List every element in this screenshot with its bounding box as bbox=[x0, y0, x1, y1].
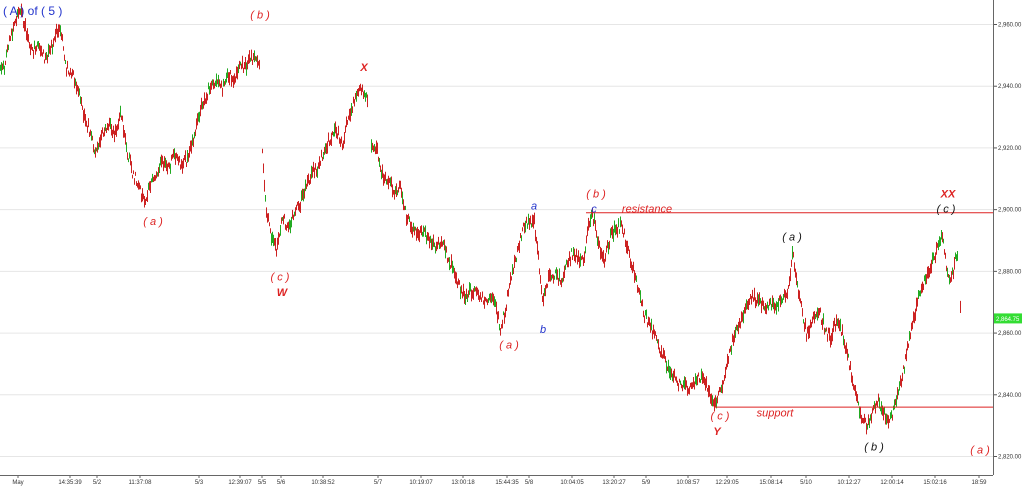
y-tick-label: 2,940.00 bbox=[998, 84, 1022, 90]
x-tick-label: 14:35:39 bbox=[58, 480, 82, 486]
x-tick-label: 10:12:27 bbox=[837, 480, 861, 486]
wave-label: ( b ) bbox=[250, 9, 270, 21]
x-tick-label: 10:19:07 bbox=[409, 480, 433, 486]
x-tick-label: 5/6 bbox=[277, 480, 286, 486]
x-tick-label: 5/3 bbox=[195, 480, 204, 486]
x-tick-label: 5/9 bbox=[642, 480, 651, 486]
chart-title: ( A ) of ( 5 ) bbox=[3, 4, 62, 18]
x-tick-label: 13:00:18 bbox=[451, 480, 475, 486]
y-tick-label: 2,820.00 bbox=[998, 455, 1022, 461]
y-tick-label: 2,840.00 bbox=[998, 393, 1022, 399]
wave-labels: ( b ) ( a ) X ( c ) Wa b ( a ) ( b ) c resistance… bbox=[143, 9, 990, 456]
wave-label: support bbox=[757, 407, 795, 419]
x-tick-label: May bbox=[12, 480, 23, 486]
wave-label: X bbox=[359, 62, 368, 74]
wave-label: b bbox=[540, 324, 546, 336]
grid bbox=[0, 24, 993, 457]
price-series bbox=[0, 3, 961, 435]
x-tick-label: 10:08:57 bbox=[676, 480, 700, 486]
wave-label: a bbox=[531, 201, 537, 213]
y-tick-label: 2,920.00 bbox=[998, 146, 1022, 152]
wave-label: resistance bbox=[622, 204, 672, 216]
wave-label: ( b ) bbox=[864, 441, 884, 453]
x-tick-label: 15:08:14 bbox=[759, 480, 783, 486]
x-tick-label: 15:02:16 bbox=[923, 480, 947, 486]
x-tick-label: 10:04:05 bbox=[560, 480, 584, 486]
x-tick-label: 12:29:05 bbox=[715, 480, 739, 486]
wave-label: ( a ) bbox=[143, 216, 163, 228]
x-tick-label: 13:20:27 bbox=[602, 480, 626, 486]
wave-label: c bbox=[591, 204, 597, 216]
y-tick-label: 2,860.00 bbox=[998, 331, 1022, 337]
x-tick-label: 5/10 bbox=[800, 480, 812, 486]
x-tick-label: 5/7 bbox=[374, 480, 383, 486]
y-tick-label: 2,900.00 bbox=[998, 208, 1022, 214]
x-tick-label: 5/8 bbox=[525, 480, 534, 486]
wave-label: ( a ) bbox=[970, 444, 990, 456]
last-price-label: 2,864.75 bbox=[996, 317, 1020, 323]
x-tick-label: 12:00:14 bbox=[880, 480, 904, 486]
wave-label: ( c ) bbox=[937, 204, 956, 216]
x-tick-label: 11:37:08 bbox=[129, 480, 153, 486]
wave-label: Y bbox=[713, 426, 722, 438]
y-tick-label: 2,960.00 bbox=[998, 23, 1022, 29]
last-price-box bbox=[994, 313, 1022, 324]
wave-label: ( a ) bbox=[499, 340, 519, 352]
wave-label: ( c ) bbox=[271, 272, 290, 284]
x-tick-label: 5/5 bbox=[258, 480, 267, 486]
wave-label: W bbox=[277, 287, 289, 299]
wave-label: ( a ) bbox=[782, 232, 802, 244]
y-tick-label: 2,880.00 bbox=[998, 269, 1022, 275]
x-axis: May 14:35:39 5/2 11:37:08 5/3 12:39:07 5/5 5/6 1… bbox=[0, 475, 993, 486]
wave-label: ( b ) bbox=[586, 188, 606, 200]
x-tick-label: 10:38:52 bbox=[311, 480, 335, 486]
x-tick-label: 12:39:07 bbox=[228, 480, 252, 486]
x-tick-label: 15:44:35 bbox=[495, 480, 519, 486]
x-tick-label: 18:59 bbox=[971, 480, 987, 486]
x-tick-label: 5/2 bbox=[93, 480, 102, 486]
wave-label: XX bbox=[940, 188, 956, 200]
wave-label: ( c ) bbox=[711, 410, 730, 422]
y-axis: 2,960.00 2,940.00 2,920.00 2,900.00 2,880.00… bbox=[993, 0, 1022, 475]
support-resistance-lines bbox=[586, 212, 993, 408]
